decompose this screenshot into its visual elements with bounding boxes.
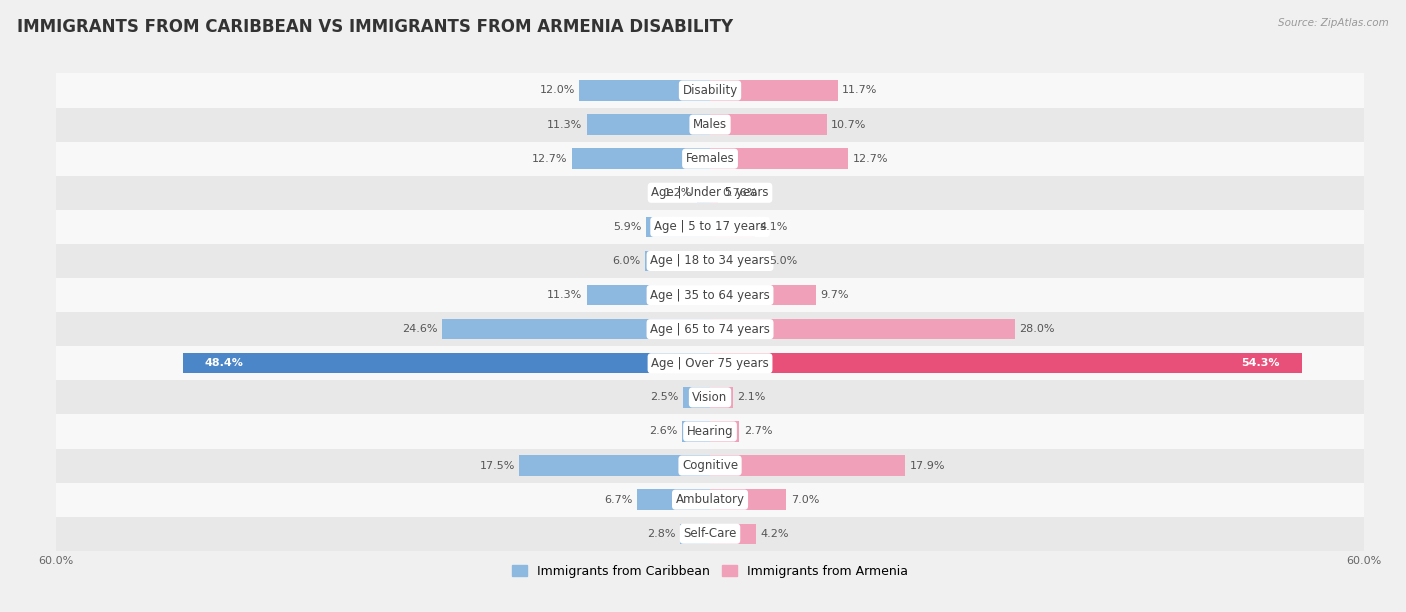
FancyBboxPatch shape [56,449,1364,483]
Bar [637,490,710,510]
Text: 2.8%: 2.8% [647,529,675,539]
FancyBboxPatch shape [56,278,1364,312]
Text: 11.3%: 11.3% [547,119,582,130]
Bar [697,182,710,203]
Text: Self-Care: Self-Care [683,528,737,540]
Bar [710,251,765,271]
Bar [710,523,756,544]
FancyBboxPatch shape [56,141,1364,176]
Bar [679,523,710,544]
FancyBboxPatch shape [56,210,1364,244]
Bar [710,217,755,237]
Bar [579,80,710,101]
FancyBboxPatch shape [56,483,1364,517]
Text: 10.7%: 10.7% [831,119,866,130]
Bar [710,149,848,169]
Bar [710,353,1302,373]
Bar [710,182,718,203]
Bar [682,421,710,442]
Bar [710,387,733,408]
Text: Disability: Disability [682,84,738,97]
FancyBboxPatch shape [56,380,1364,414]
FancyBboxPatch shape [56,244,1364,278]
FancyBboxPatch shape [56,73,1364,108]
Text: 17.5%: 17.5% [479,461,515,471]
Text: 2.7%: 2.7% [744,427,772,436]
Text: 2.1%: 2.1% [737,392,766,402]
Text: 54.3%: 54.3% [1241,358,1279,368]
Bar [710,455,905,476]
Text: Age | Under 5 years: Age | Under 5 years [651,186,769,200]
Bar [683,387,710,408]
Text: 6.7%: 6.7% [605,494,633,505]
Text: 28.0%: 28.0% [1019,324,1054,334]
FancyBboxPatch shape [56,414,1364,449]
Text: Age | Over 75 years: Age | Over 75 years [651,357,769,370]
Text: 11.3%: 11.3% [547,290,582,300]
Bar [710,285,815,305]
Text: 12.7%: 12.7% [853,154,889,163]
Text: 12.7%: 12.7% [531,154,567,163]
Text: 11.7%: 11.7% [842,86,877,95]
Text: 1.2%: 1.2% [664,188,693,198]
Text: 2.6%: 2.6% [650,427,678,436]
Text: 7.0%: 7.0% [790,494,820,505]
Text: Age | 35 to 64 years: Age | 35 to 64 years [650,289,770,302]
Bar [710,80,838,101]
Text: 24.6%: 24.6% [402,324,437,334]
Text: 5.9%: 5.9% [613,222,641,232]
Text: 12.0%: 12.0% [540,86,575,95]
Text: 4.2%: 4.2% [761,529,789,539]
FancyBboxPatch shape [56,517,1364,551]
FancyBboxPatch shape [56,176,1364,210]
Bar [183,353,710,373]
Bar [710,490,786,510]
Text: 0.76%: 0.76% [723,188,758,198]
Text: Age | 18 to 34 years: Age | 18 to 34 years [650,255,770,267]
Text: Females: Females [686,152,734,165]
Bar [572,149,710,169]
Text: Cognitive: Cognitive [682,459,738,472]
Text: 2.5%: 2.5% [650,392,679,402]
Text: IMMIGRANTS FROM CARIBBEAN VS IMMIGRANTS FROM ARMENIA DISABILITY: IMMIGRANTS FROM CARIBBEAN VS IMMIGRANTS … [17,18,733,36]
Text: 4.1%: 4.1% [759,222,787,232]
FancyBboxPatch shape [56,346,1364,380]
Text: 9.7%: 9.7% [820,290,849,300]
Text: 48.4%: 48.4% [204,358,243,368]
Legend: Immigrants from Caribbean, Immigrants from Armenia: Immigrants from Caribbean, Immigrants fr… [506,560,914,583]
Bar [710,319,1015,340]
Text: Hearing: Hearing [686,425,734,438]
Text: Age | 5 to 17 years: Age | 5 to 17 years [654,220,766,233]
Text: Males: Males [693,118,727,131]
Bar [519,455,710,476]
Text: Vision: Vision [692,391,728,404]
Bar [586,114,710,135]
Bar [710,114,827,135]
Text: 5.0%: 5.0% [769,256,797,266]
Bar [710,421,740,442]
Bar [644,251,710,271]
Bar [586,285,710,305]
Text: 6.0%: 6.0% [612,256,640,266]
Text: Source: ZipAtlas.com: Source: ZipAtlas.com [1278,18,1389,28]
Bar [441,319,710,340]
Text: Age | 65 to 74 years: Age | 65 to 74 years [650,323,770,335]
Text: 17.9%: 17.9% [910,461,945,471]
Bar [645,217,710,237]
Text: Ambulatory: Ambulatory [675,493,745,506]
FancyBboxPatch shape [56,108,1364,141]
FancyBboxPatch shape [56,312,1364,346]
